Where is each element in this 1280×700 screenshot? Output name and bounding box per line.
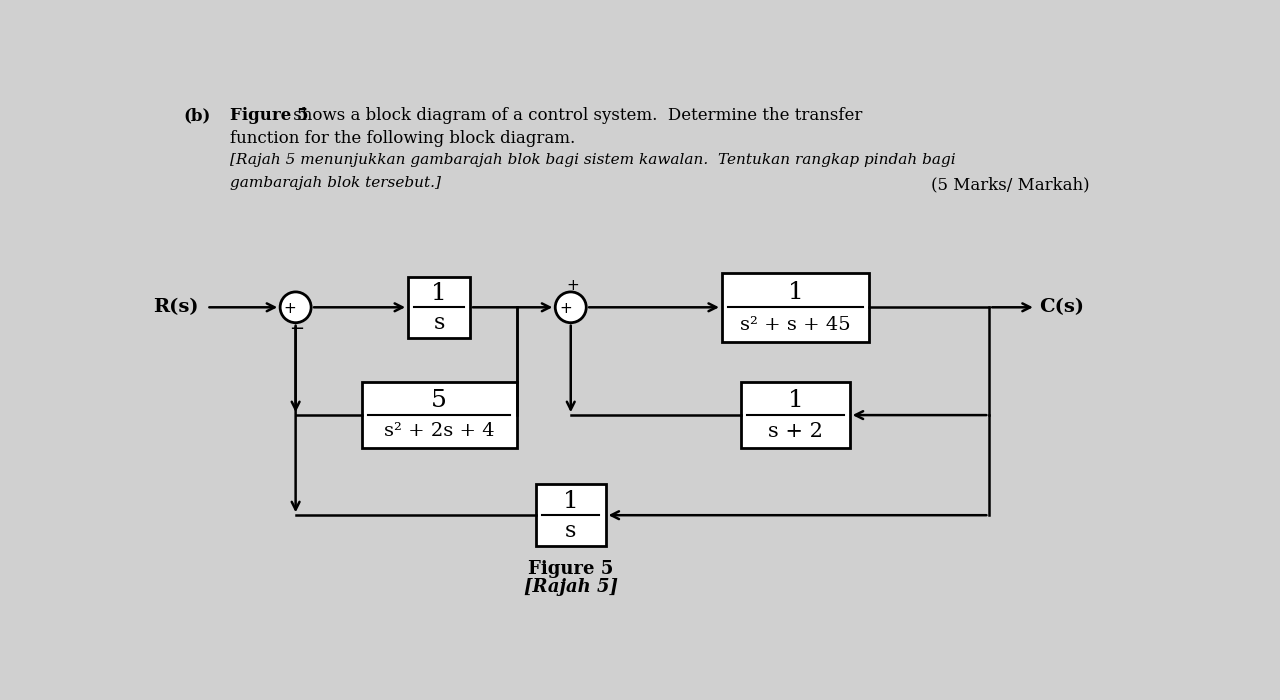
Text: Figure 5: Figure 5 [229,107,308,124]
Text: s + 2: s + 2 [768,422,823,441]
Text: 5: 5 [431,389,447,412]
Text: Figure 5: Figure 5 [529,560,613,578]
Bar [536,484,605,546]
Text: (b): (b) [183,107,211,124]
Text: R(s): R(s) [154,298,198,316]
Text: +: + [559,301,572,316]
Bar [361,382,517,448]
Text: s² + 2s + 4: s² + 2s + 4 [384,423,494,440]
Text: 1: 1 [431,282,447,305]
Text: [Rajah 5 menunjukkan gambarajah blok bagi sistem kawalan.  Tentukan rangkap pind: [Rajah 5 menunjukkan gambarajah blok bag… [229,153,955,167]
Text: shows a block diagram of a control system.  Determine the transfer: shows a block diagram of a control syste… [288,107,863,124]
Text: s: s [434,312,444,334]
Text: +: + [566,278,579,293]
Bar [741,382,850,448]
Text: (5 Marks/ Markah): (5 Marks/ Markah) [932,176,1091,193]
Text: s: s [564,519,576,542]
Circle shape [556,292,586,323]
Text: 1: 1 [787,281,804,304]
Text: [Rajah 5]: [Rajah 5] [524,578,618,596]
Text: 1: 1 [787,389,804,412]
Text: C(s): C(s) [1039,298,1084,316]
Bar [408,276,470,338]
Text: gambarajah blok tersebut.]: gambarajah blok tersebut.] [229,176,440,190]
Text: 1: 1 [563,490,579,513]
Text: −: − [289,320,305,338]
Circle shape [280,292,311,323]
Text: function for the following block diagram.: function for the following block diagram… [229,130,575,147]
Bar [722,272,869,342]
Text: +: + [283,301,296,316]
Text: s² + s + 45: s² + s + 45 [740,316,851,334]
